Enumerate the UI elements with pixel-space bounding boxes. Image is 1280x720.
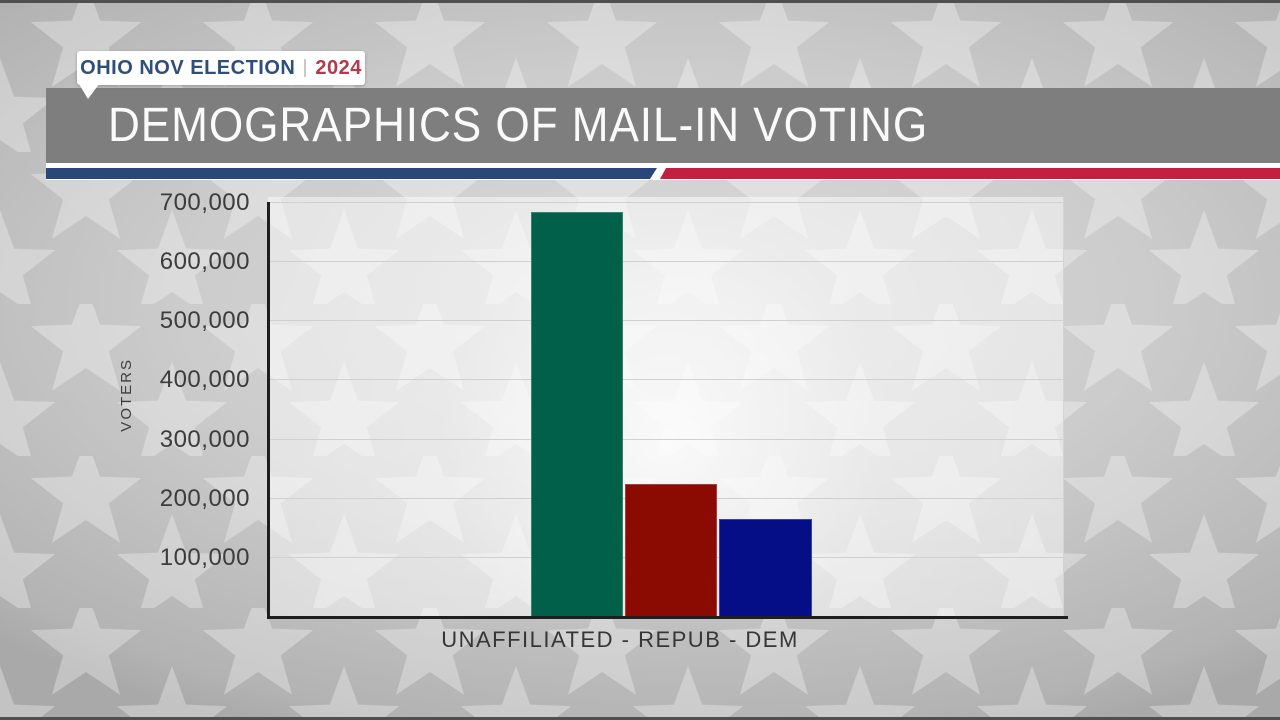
- bar-dem: [719, 519, 812, 617]
- bar-repub: [625, 484, 717, 617]
- stripe-red: [660, 168, 1280, 179]
- gridline-700000: [268, 202, 1063, 203]
- y-axis-line: [267, 202, 270, 619]
- y-tick-label-200000: 200,000: [159, 484, 250, 512]
- title-band: DEMOGRAPHICS OF MAIL-IN VOTING: [46, 88, 1280, 163]
- gridline-600000: [268, 261, 1063, 263]
- y-tick-label-100000: 100,000: [159, 543, 250, 571]
- badge-label: OHIO NOV ELECTION: [80, 56, 296, 79]
- gridline-400000: [268, 379, 1063, 381]
- y-axis-title: VOTERS: [118, 358, 135, 432]
- x-axis-line: [267, 616, 1068, 619]
- bar-unaffiliated: [531, 212, 623, 617]
- y-tick-label-300000: 300,000: [159, 425, 250, 453]
- x-axis-caption: UNAFFILIATED - REPUB - DEM: [441, 627, 799, 652]
- plot-area: [268, 197, 1064, 617]
- y-axis-tick-labels: 100,000 200,000 300,000 400,000 500,000 600,0…: [110, 189, 250, 617]
- badge-separator: [304, 59, 307, 77]
- page-title: DEMOGRAPHICS OF MAIL-IN VOTING: [108, 99, 929, 152]
- stripe-blue: [46, 168, 657, 179]
- gridline-500000: [268, 320, 1063, 322]
- bottom-frame-strip: [0, 717, 1280, 720]
- gridline-300000: [268, 438, 1063, 440]
- y-tick-label-700000: 700,000: [159, 189, 250, 216]
- y-tick-label-500000: 500,000: [159, 307, 250, 335]
- badge-year: 2024: [315, 56, 362, 79]
- y-tick-label-600000: 600,000: [159, 248, 250, 276]
- top-frame-strip: [0, 0, 1280, 3]
- stripe-divider: [46, 163, 1280, 180]
- election-badge: OHIO NOV ELECTION 2024: [77, 51, 365, 85]
- y-tick-label-400000: 400,000: [159, 366, 250, 394]
